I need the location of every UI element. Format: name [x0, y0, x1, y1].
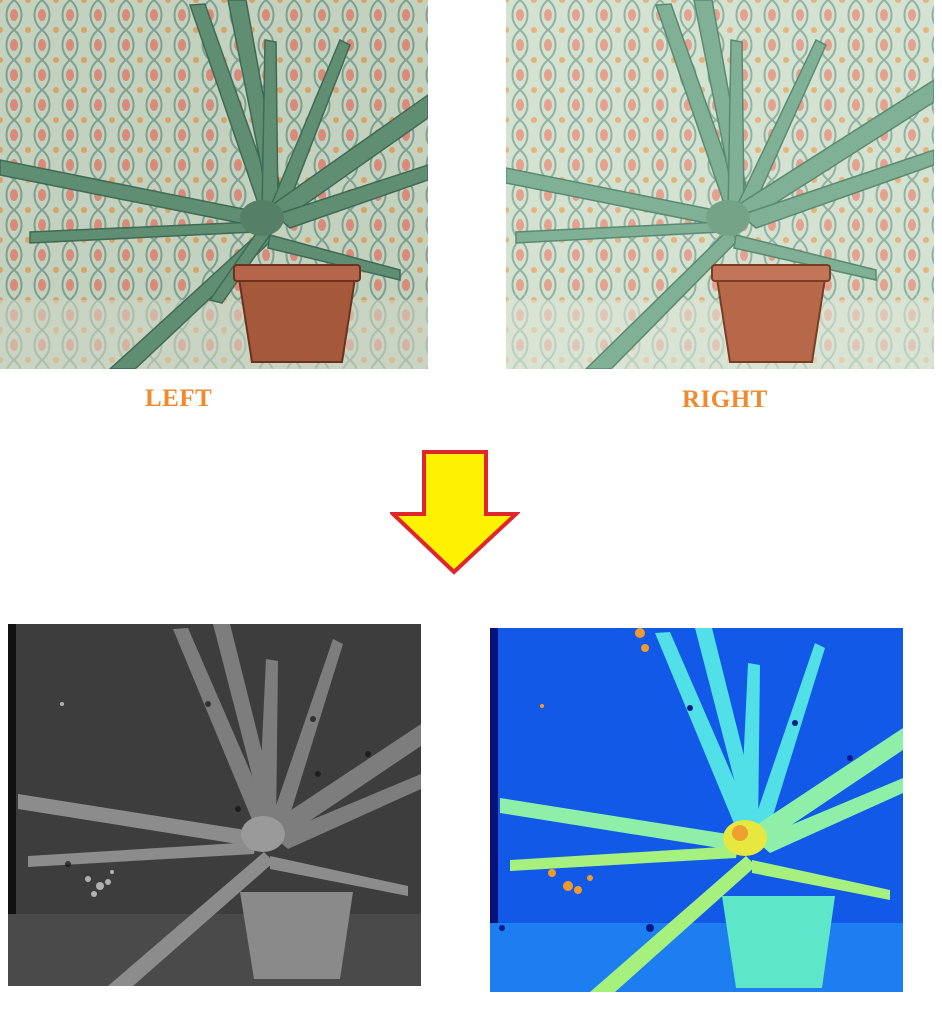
left-label: LEFT — [145, 385, 213, 412]
colormap-disparity-map — [490, 628, 903, 992]
grayscale-disparity-map — [8, 624, 421, 986]
left-stereo-image — [0, 0, 428, 369]
right-label: RIGHT — [682, 386, 768, 413]
down-arrow-icon — [387, 448, 522, 576]
right-stereo-image — [506, 0, 934, 369]
